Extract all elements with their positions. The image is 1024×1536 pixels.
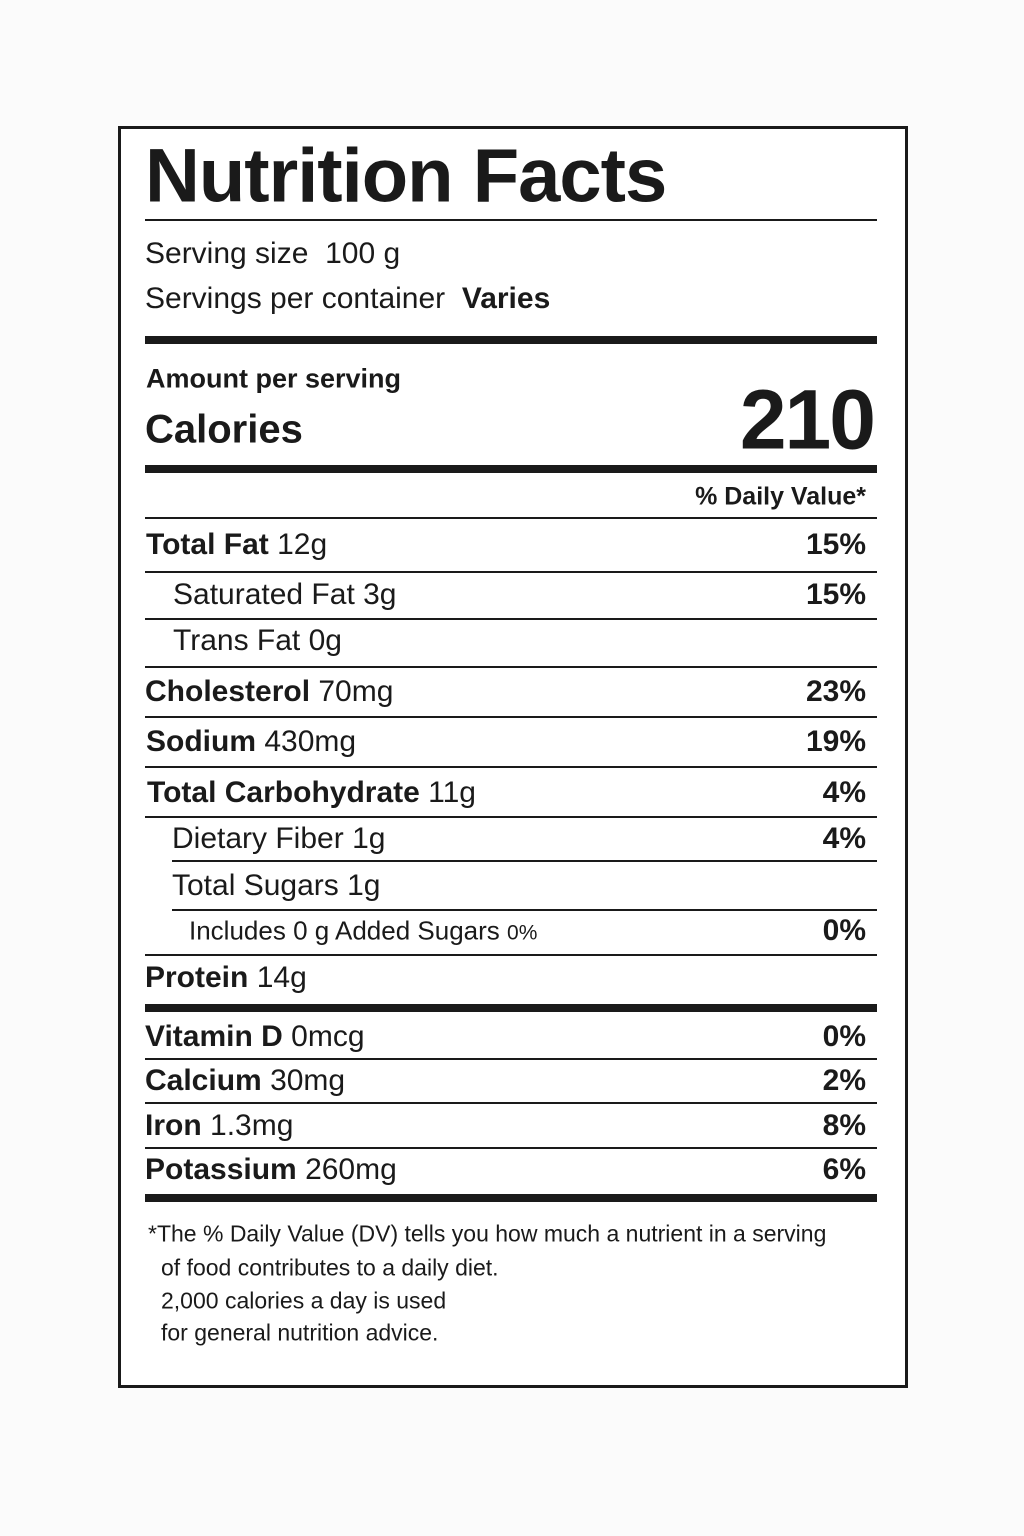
nutrient-row: Total Fat 12g <box>146 528 327 562</box>
nutrient-row: Calcium 30mg <box>145 1064 345 1098</box>
rule <box>145 618 877 620</box>
footnote-line: of food contributes to a daily diet. <box>161 1254 499 1281</box>
nutrient-name: Dietary Fiber <box>172 822 344 855</box>
daily-value: 6% <box>822 1153 866 1186</box>
daily-value-header: % Daily Value* <box>695 482 866 511</box>
thick-rule <box>145 1004 877 1012</box>
serving-size: Serving size 100 g <box>145 237 400 271</box>
nutrient-row: Includes 0 g Added Sugars 0% <box>189 916 537 947</box>
calories-value: 210 <box>739 372 876 467</box>
rule <box>145 1102 877 1104</box>
nutrient-amount: 430mg <box>264 725 357 758</box>
servings-per-container: Servings per container Varies <box>145 282 550 316</box>
nutrient-name: Trans Fat <box>173 624 301 657</box>
nutrient-amount: 0% <box>507 921 538 945</box>
nutrient-name: Protein <box>145 961 249 994</box>
nutrient-amount: 70mg <box>318 675 394 708</box>
daily-value: 15% <box>805 528 866 561</box>
footnote-line: 2,000 calories a day is used <box>161 1287 447 1314</box>
thick-rule <box>145 1194 877 1202</box>
rule <box>145 219 877 221</box>
nutrient-amount: 3g <box>363 578 397 611</box>
nutrient-name: Cholesterol <box>145 675 311 708</box>
daily-value: 0% <box>822 1020 866 1053</box>
daily-value: 19% <box>805 725 866 758</box>
nutrient-name: Includes 0 g Added Sugars <box>189 915 500 946</box>
nutrient-row: Trans Fat 0g <box>173 624 342 658</box>
rule <box>172 909 877 911</box>
daily-value: 0% <box>822 914 866 947</box>
rule <box>145 1147 877 1149</box>
nutrient-row: Potassium 260mg <box>145 1153 397 1187</box>
nutrient-row: Dietary Fiber 1g <box>172 822 385 856</box>
footnote-line: for general nutrition advice. <box>161 1319 439 1346</box>
nutrient-name: Vitamin D <box>145 1020 283 1053</box>
rule <box>145 571 877 573</box>
rule <box>145 816 877 818</box>
daily-value: 4% <box>822 822 866 855</box>
servings-value: Varies <box>461 282 551 315</box>
nutrient-row: Saturated Fat 3g <box>173 578 397 612</box>
amount-per-serving: Amount per serving <box>146 363 402 394</box>
rule <box>145 666 877 668</box>
serving-size-label: Serving size <box>145 237 309 270</box>
nutrient-name: Total Carbohydrate <box>147 776 420 809</box>
rule <box>172 860 877 862</box>
daily-value: 15% <box>805 578 866 611</box>
nutrient-amount: 1.3mg <box>210 1109 294 1142</box>
title: Nutrition Facts <box>145 133 667 219</box>
nutrient-amount: 1g <box>352 822 386 855</box>
nutrient-row: Sodium 430mg <box>146 725 356 759</box>
daily-value: 8% <box>822 1109 866 1142</box>
nutrient-name: Total Fat <box>146 528 269 561</box>
rule <box>145 716 877 718</box>
nutrient-name: Potassium <box>145 1153 297 1186</box>
rule <box>145 517 877 519</box>
servings-label: Servings per container <box>145 282 446 315</box>
serving-size-value: 100 g <box>325 237 401 270</box>
nutrient-amount: 0g <box>308 624 342 657</box>
nutrient-amount: 0mcg <box>291 1020 365 1053</box>
rule <box>145 766 877 768</box>
nutrient-amount: 1g <box>347 869 381 902</box>
nutrient-row: Total Sugars 1g <box>172 869 380 903</box>
nutrient-name: Total Sugars <box>172 869 339 902</box>
nutrient-row: Iron 1.3mg <box>145 1109 293 1143</box>
nutrient-amount: 260mg <box>305 1153 397 1186</box>
nutrient-amount: 12g <box>277 528 328 561</box>
nutrient-row: Vitamin D 0mcg <box>145 1020 365 1054</box>
daily-value: 2% <box>822 1064 866 1097</box>
daily-value: 23% <box>805 675 866 708</box>
rule <box>145 954 877 956</box>
rule <box>145 1058 877 1060</box>
thick-rule <box>145 336 877 344</box>
calories-label: Calories <box>145 407 303 452</box>
nutrient-name: Iron <box>145 1109 202 1142</box>
nutrient-amount: 30mg <box>270 1064 346 1097</box>
thick-rule <box>145 465 877 473</box>
daily-value: 4% <box>822 776 866 809</box>
nutrient-row: Protein 14g <box>145 961 307 995</box>
nutrient-amount: 14g <box>256 961 307 994</box>
nutrient-row: Total Carbohydrate 11g <box>147 776 476 810</box>
nutrient-amount: 11g <box>428 776 476 809</box>
nutrient-name: Calcium <box>145 1064 262 1097</box>
footnote-line: *The % Daily Value (DV) tells you how mu… <box>148 1220 827 1247</box>
nutrient-row: Cholesterol 70mg <box>145 675 393 709</box>
nutrient-name: Saturated Fat <box>173 578 355 611</box>
nutrient-name: Sodium <box>146 725 256 758</box>
